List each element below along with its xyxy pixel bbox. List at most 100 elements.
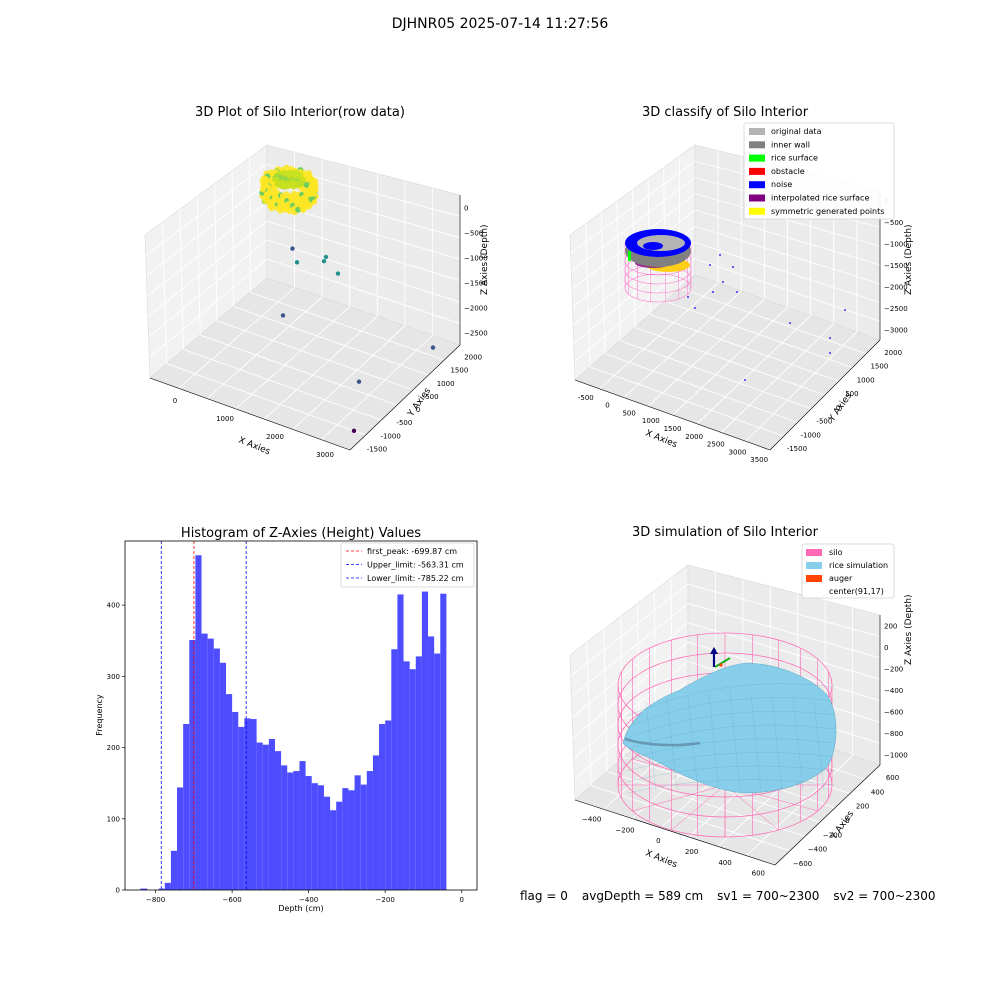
tick-label: −1000 [884, 751, 908, 759]
scatter-point [303, 181, 310, 188]
tick-label: 0 [836, 404, 840, 412]
noise-point [829, 337, 831, 339]
tick-label: 0 [464, 205, 468, 213]
y-tick-label: 0 [116, 887, 120, 895]
silo-ring [624, 273, 692, 303]
grid-line [634, 327, 826, 396]
histogram-bar [409, 669, 416, 890]
tick-label: 2500 [707, 441, 725, 449]
rice-mesh-line [626, 683, 836, 717]
silo-floor-line [632, 784, 726, 812]
grid-line [572, 641, 689, 739]
avg-depth-value: avgDepth = 589 cm [581, 889, 704, 903]
histogram-bar [226, 694, 233, 890]
grid-line [266, 220, 461, 282]
tick-label: -1000 [380, 432, 400, 440]
grid-line [623, 756, 821, 823]
center-arrow [714, 657, 731, 668]
tick-label: −1000 [884, 241, 908, 249]
tick-label: −2500 [884, 305, 908, 313]
y-axis-label: Y Axies [827, 391, 855, 424]
rice-mesh-line [813, 701, 825, 791]
y-tick-label: 200 [107, 744, 120, 752]
scatter-point [305, 170, 312, 177]
axes-frame [124, 540, 478, 891]
classify-3d-plot: 3D classify of Silo Interior -500 0 500 100… [569, 105, 914, 464]
histogram-bar [317, 785, 324, 890]
tick-label: −400 [582, 815, 601, 823]
tick-label: 2000 [884, 349, 902, 357]
tick-label: 2000 [685, 433, 703, 441]
grid-line [196, 196, 201, 336]
x-axis-label: X Axies [644, 849, 679, 871]
histogram-bar [330, 810, 337, 890]
grid-line [321, 335, 433, 441]
grid-line [146, 201, 268, 297]
grid-line [231, 170, 235, 307]
chart-title: 3D classify of Silo Interior [642, 105, 809, 120]
noise-point [709, 264, 711, 266]
scatter-point [290, 246, 295, 251]
histogram-bar [274, 751, 282, 890]
noise-point [844, 309, 846, 311]
histogram-bar [311, 783, 318, 890]
scatter-point [430, 345, 436, 350]
legend-label: Lower_limit: -785.22 cm [367, 574, 464, 583]
x-axis-line [574, 799, 776, 866]
tick-label: 500 [622, 409, 635, 417]
grid-line [687, 603, 881, 659]
grid-line [145, 163, 268, 256]
y-axis-label: Frequency [95, 694, 104, 736]
legend-label: original data [771, 127, 822, 136]
rice-mesh-line [729, 689, 741, 791]
histogram-bar [342, 788, 349, 890]
tick-label: −500 [464, 230, 483, 238]
tick-labels: −400−2000200400600−600−400−2000200400600… [582, 623, 908, 878]
noise-point [719, 254, 721, 256]
scatter-point [321, 258, 327, 264]
legend-swatch [806, 562, 822, 569]
tick-label: 600 [752, 870, 765, 878]
legend-swatch [749, 141, 765, 149]
grid-line [166, 363, 366, 436]
tick-label: 0 [173, 397, 177, 405]
tick-label: −2000 [464, 305, 488, 313]
tick-label: 600 [886, 774, 899, 782]
tick-label: -500 [578, 394, 594, 402]
legend-label: symmetric generated points [771, 207, 884, 216]
grid-line [649, 313, 839, 382]
tick-label: −200 [615, 826, 634, 834]
x-axis-label: Depth (cm) [278, 904, 323, 913]
histogram-bar [299, 761, 306, 890]
histogram-bar [293, 771, 300, 890]
legend: original data inner wall rice surface obsta… [743, 122, 895, 220]
legend-swatch [749, 207, 765, 215]
rice-simulation-surface [622, 662, 837, 794]
tick-label: −400 [808, 846, 827, 854]
noise-patch [643, 242, 663, 250]
histogram-bar [336, 801, 343, 890]
histogram-bar [403, 661, 410, 890]
tick-label: −1500 [464, 280, 488, 288]
tick-label: 2000 [464, 354, 482, 362]
histogram-bar [183, 724, 190, 890]
histogram-bars [140, 555, 447, 890]
grid-line [249, 157, 251, 293]
tick-label: −600 [793, 860, 812, 868]
grid-line [147, 220, 268, 318]
scatter-point [294, 260, 300, 265]
classified-silo-points [624, 229, 846, 381]
tick-label: 0 [656, 837, 660, 845]
tick-label: −1500 [884, 262, 908, 270]
legend-swatch [749, 128, 765, 135]
scatter-point [323, 254, 329, 260]
histogram-bar [219, 662, 227, 890]
grid-line [696, 315, 811, 425]
tick-label: 200 [856, 803, 869, 811]
histogram-bar [281, 765, 288, 890]
tick-label: 200 [685, 848, 698, 856]
grid-line [263, 315, 378, 420]
rice-mesh-line [626, 697, 836, 728]
x-tick-label: −400 [299, 896, 318, 904]
histogram-bar [434, 653, 441, 890]
